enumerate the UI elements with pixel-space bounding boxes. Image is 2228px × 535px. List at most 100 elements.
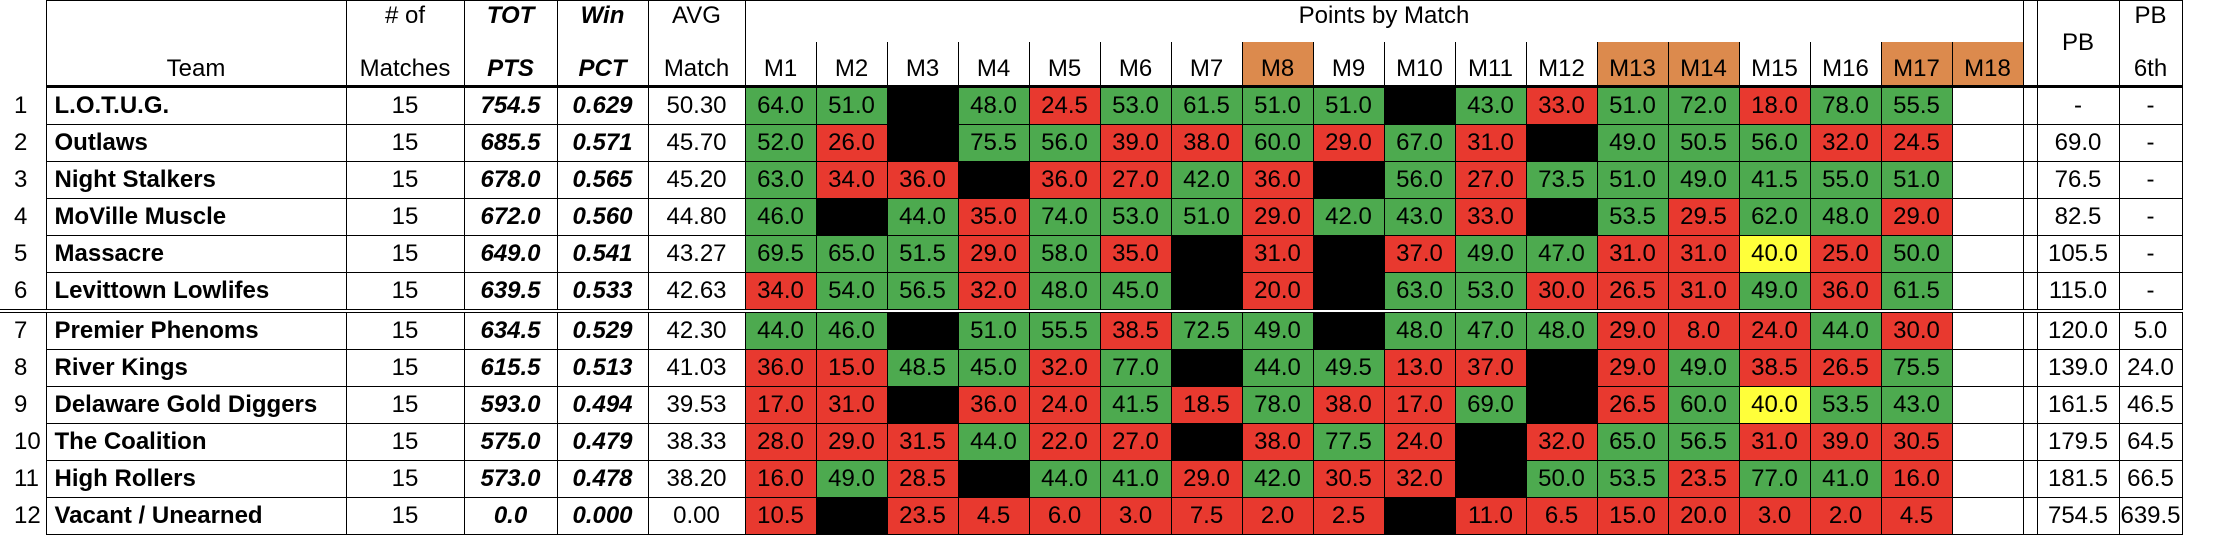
table-row: 5 Massacre 15 649.0 0.541 43.27 69.5 65.0 51.5 29… bbox=[0, 235, 2183, 273]
score-cell-m13: 29.0 bbox=[1596, 309, 1669, 350]
score-cell-m7: 61.5 bbox=[1170, 86, 1243, 125]
score-cell-m6: 27.0 bbox=[1099, 423, 1172, 461]
gap-cell bbox=[2022, 86, 2038, 125]
pb6-value: 64.5 bbox=[2118, 423, 2183, 461]
score-cell-m6: 39.0 bbox=[1099, 124, 1172, 162]
matches-count: 15 bbox=[345, 497, 465, 535]
score-cell-m4: 44.0 bbox=[957, 423, 1030, 461]
score-cell-m8: 29.0 bbox=[1241, 198, 1314, 236]
match-header-m15: M15 bbox=[1738, 42, 1811, 88]
match-header-m9: M9 bbox=[1312, 42, 1385, 88]
matches-count: 15 bbox=[345, 309, 465, 350]
avg-match: 42.30 bbox=[647, 309, 746, 350]
row-number: 12 bbox=[14, 502, 41, 529]
matches-count: 15 bbox=[345, 161, 465, 199]
win-pct: 0.560 bbox=[556, 198, 649, 236]
score-cell-m10: 13.0 bbox=[1383, 349, 1456, 387]
pb-value: 754.5 bbox=[2036, 497, 2120, 535]
score-cell-m5: 44.0 bbox=[1028, 460, 1101, 498]
match-header-m6: M6 bbox=[1099, 42, 1172, 88]
score-cell-m12 bbox=[1525, 124, 1598, 162]
score-cell-m1: 10.5 bbox=[744, 497, 817, 535]
table-row: 1 L.O.T.U.G. 15 754.5 0.629 50.30 64.0 51.0 48.0… bbox=[0, 86, 2183, 125]
total-points: 672.0 bbox=[463, 198, 558, 236]
score-cell-m10: 67.0 bbox=[1383, 124, 1456, 162]
score-cell-m9: 2.5 bbox=[1312, 497, 1385, 535]
score-cell-m15: 38.5 bbox=[1738, 349, 1811, 387]
score-cell-m17: 24.5 bbox=[1880, 124, 1953, 162]
score-cell-m17: 4.5 bbox=[1880, 497, 1953, 535]
pb-value: 181.5 bbox=[2036, 460, 2120, 498]
pb-value: 82.5 bbox=[2036, 198, 2120, 236]
score-cell-m7 bbox=[1170, 423, 1243, 461]
score-cell-m2: 49.0 bbox=[815, 460, 888, 498]
gap-cell bbox=[2022, 198, 2038, 236]
score-cell-m14: 23.5 bbox=[1667, 460, 1740, 498]
win-pct: 0.571 bbox=[556, 124, 649, 162]
score-cell-m14: 60.0 bbox=[1667, 386, 1740, 424]
score-cell-m1: 69.5 bbox=[744, 235, 817, 273]
pb6-value: - bbox=[2118, 86, 2183, 125]
score-cell-m9: 29.0 bbox=[1312, 124, 1385, 162]
row-number: 11 bbox=[14, 465, 39, 492]
score-cell-m11: 11.0 bbox=[1454, 497, 1527, 535]
score-cell-m15: 3.0 bbox=[1738, 497, 1811, 535]
score-cell-m12: 73.5 bbox=[1525, 161, 1598, 199]
total-points: 0.0 bbox=[463, 497, 558, 535]
corner-cell bbox=[0, 1, 46, 43]
score-cell-m7: 29.0 bbox=[1170, 460, 1243, 498]
total-points: 575.0 bbox=[463, 423, 558, 461]
win-pct: 0.513 bbox=[556, 349, 649, 387]
team-name: The Coalition bbox=[45, 423, 347, 461]
pb6-value: - bbox=[2118, 272, 2183, 312]
matches-count: 15 bbox=[345, 423, 465, 461]
score-cell-m8: 49.0 bbox=[1241, 309, 1314, 350]
score-cell-m18 bbox=[1951, 386, 2024, 424]
pb6-header-bottom: 6th bbox=[2118, 42, 2183, 88]
score-cell-m9 bbox=[1312, 309, 1385, 350]
score-cell-m4: 48.0 bbox=[957, 86, 1030, 125]
pb-value: 161.5 bbox=[2036, 386, 2120, 424]
win-pct: 0.629 bbox=[556, 86, 649, 125]
score-cell-m9: 30.5 bbox=[1312, 460, 1385, 498]
win-pct: 0.529 bbox=[556, 309, 649, 350]
team-name: Vacant / Unearned bbox=[45, 497, 347, 535]
matches-count: 15 bbox=[345, 86, 465, 125]
score-cell-m14: 31.0 bbox=[1667, 272, 1740, 312]
gap-cell bbox=[2022, 235, 2038, 273]
score-cell-m4: 36.0 bbox=[957, 386, 1030, 424]
score-cell-m10: 24.0 bbox=[1383, 423, 1456, 461]
score-cell-m12: 33.0 bbox=[1525, 86, 1598, 125]
score-cell-m15: 62.0 bbox=[1738, 198, 1811, 236]
avg-match: 41.03 bbox=[647, 349, 746, 387]
score-cell-m6: 3.0 bbox=[1099, 497, 1172, 535]
score-cell-m8: 51.0 bbox=[1241, 86, 1314, 125]
pb-value: 69.0 bbox=[2036, 124, 2120, 162]
score-cell-m18 bbox=[1951, 198, 2024, 236]
score-cell-m6: 27.0 bbox=[1099, 161, 1172, 199]
score-cell-m2: 46.0 bbox=[815, 309, 888, 350]
gap-cell bbox=[2022, 161, 2038, 199]
match-header-m18: M18 bbox=[1951, 42, 2024, 88]
score-cell-m13: 51.0 bbox=[1596, 161, 1669, 199]
score-cell-m6: 38.5 bbox=[1099, 309, 1172, 350]
score-cell-m17: 16.0 bbox=[1880, 460, 1953, 498]
score-cell-m2: 29.0 bbox=[815, 423, 888, 461]
score-cell-m17: 30.5 bbox=[1880, 423, 1953, 461]
score-cell-m15: 31.0 bbox=[1738, 423, 1811, 461]
score-cell-m16: 32.0 bbox=[1809, 124, 1882, 162]
match-header-m17: M17 bbox=[1880, 42, 1953, 88]
score-cell-m12: 30.0 bbox=[1525, 272, 1598, 312]
score-cell-m15: 18.0 bbox=[1738, 86, 1811, 125]
score-cell-m14: 50.5 bbox=[1667, 124, 1740, 162]
team-name: Outlaws bbox=[45, 124, 347, 162]
score-cell-m3 bbox=[886, 386, 959, 424]
score-cell-m11: 27.0 bbox=[1454, 161, 1527, 199]
pb6-value: 5.0 bbox=[2118, 309, 2183, 350]
pb-value: 76.5 bbox=[2036, 161, 2120, 199]
score-cell-m11: 31.0 bbox=[1454, 124, 1527, 162]
pb-value: - bbox=[2036, 86, 2120, 125]
avg-match: 0.00 bbox=[647, 497, 746, 535]
score-cell-m13: 51.0 bbox=[1596, 86, 1669, 125]
win-pct: 0.479 bbox=[556, 423, 649, 461]
